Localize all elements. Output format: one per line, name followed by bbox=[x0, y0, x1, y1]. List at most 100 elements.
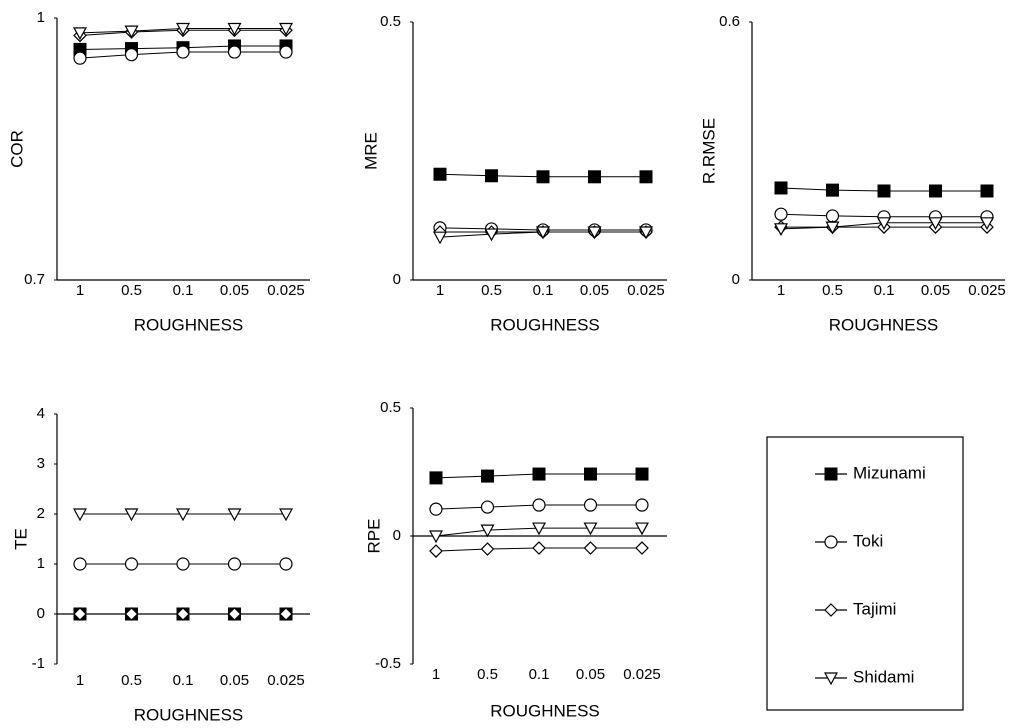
x-tick-label: 0.5 bbox=[121, 282, 142, 299]
marker-triangle bbox=[124, 508, 139, 522]
marker-triangle bbox=[535, 226, 551, 240]
marker-circle bbox=[532, 498, 546, 512]
marker-triangle bbox=[175, 22, 191, 36]
y-axis-title: MRE bbox=[361, 132, 380, 170]
marker-circle bbox=[635, 498, 649, 512]
marker-triangle bbox=[278, 22, 294, 36]
x-tick-label: 1 bbox=[432, 666, 440, 683]
y-tick-label: 0.6 bbox=[719, 13, 740, 30]
y-tick-label: 2 bbox=[37, 505, 45, 522]
x-tick-label: 0.5 bbox=[477, 666, 498, 683]
marker-circle bbox=[279, 45, 293, 59]
marker-square bbox=[639, 170, 653, 184]
y-tick-label: 0.5 bbox=[380, 399, 401, 416]
legend-marker bbox=[824, 535, 838, 549]
x-tick-label: 0.025 bbox=[267, 672, 305, 689]
marker-circle bbox=[124, 557, 139, 571]
marker-triangle bbox=[587, 226, 602, 240]
marker-triangle bbox=[480, 524, 495, 538]
legend-label: Shidami bbox=[853, 667, 914, 686]
marker-triangle bbox=[531, 522, 547, 536]
marker-triangle bbox=[175, 508, 191, 522]
marker-square bbox=[980, 184, 994, 198]
y-tick-label: 0 bbox=[732, 271, 740, 288]
marker-circle bbox=[73, 557, 87, 571]
marker-diamond bbox=[279, 607, 293, 621]
marker-square bbox=[485, 169, 498, 183]
legend-label: Tajimi bbox=[853, 599, 896, 618]
marker-circle bbox=[73, 51, 87, 65]
marker-square bbox=[635, 467, 649, 481]
marker-circle bbox=[124, 48, 139, 62]
marker-square bbox=[532, 467, 546, 481]
marker-triangle bbox=[825, 221, 840, 235]
x-tick-label: 0.025 bbox=[267, 282, 305, 299]
marker-triangle bbox=[432, 231, 448, 245]
x-tick-label: 0.025 bbox=[623, 666, 661, 683]
marker-triangle bbox=[928, 217, 943, 231]
y-tick-label: -0.5 bbox=[375, 655, 401, 672]
marker-circle bbox=[774, 207, 788, 221]
marker-triangle bbox=[227, 508, 242, 522]
marker-square bbox=[433, 167, 447, 181]
x-axis-title: ROUGHNESS bbox=[490, 315, 600, 334]
x-tick-label: 0.05 bbox=[576, 666, 605, 683]
marker-diamond bbox=[124, 607, 139, 621]
y-tick-label: 0 bbox=[37, 605, 45, 622]
x-axis-title: ROUGHNESS bbox=[829, 315, 939, 334]
x-tick-label: 0.1 bbox=[533, 282, 554, 299]
x-tick-label: 0.1 bbox=[874, 282, 895, 299]
marker-square bbox=[481, 469, 494, 483]
y-axis-title: RPE bbox=[364, 519, 383, 554]
y-tick-label: 1 bbox=[37, 555, 45, 572]
marker-triangle bbox=[876, 217, 892, 231]
marker-triangle bbox=[428, 530, 444, 544]
marker-square bbox=[584, 467, 597, 481]
legend-box bbox=[766, 436, 964, 711]
marker-triangle bbox=[484, 228, 499, 242]
marker-triangle bbox=[278, 508, 294, 522]
marker-triangle bbox=[72, 508, 88, 522]
y-axis-title: R.RMSE bbox=[699, 118, 718, 184]
marker-diamond bbox=[532, 541, 546, 555]
marker-circle bbox=[825, 209, 840, 223]
marker-triangle bbox=[583, 522, 598, 536]
y-tick-label: 0.7 bbox=[24, 271, 45, 288]
x-tick-label: 0.5 bbox=[481, 282, 502, 299]
marker-circle bbox=[583, 498, 598, 512]
marker-circle bbox=[176, 45, 190, 59]
marker-diamond bbox=[429, 544, 443, 558]
marker-square bbox=[588, 170, 601, 184]
y-tick-label: 0 bbox=[393, 527, 401, 544]
y-tick-label: 0 bbox=[393, 271, 401, 288]
legend-label: Toki bbox=[853, 531, 883, 550]
marker-triangle bbox=[124, 25, 139, 39]
x-tick-label: 1 bbox=[76, 282, 84, 299]
marker-triangle bbox=[227, 22, 242, 36]
x-tick-label: 0.05 bbox=[220, 282, 249, 299]
marker-circle bbox=[176, 557, 190, 571]
marker-diamond bbox=[583, 541, 598, 555]
marker-triangle bbox=[638, 226, 654, 240]
marker-square bbox=[929, 184, 942, 198]
marker-square bbox=[774, 181, 788, 195]
x-axis-title: ROUGHNESS bbox=[134, 315, 244, 334]
marker-circle bbox=[429, 502, 443, 516]
x-axis-title: ROUGHNESS bbox=[490, 701, 600, 720]
x-tick-label: 0.5 bbox=[822, 282, 843, 299]
marker-triangle bbox=[72, 27, 88, 41]
x-tick-label: 0.025 bbox=[968, 282, 1006, 299]
marker-diamond bbox=[73, 607, 87, 621]
x-tick-label: 1 bbox=[436, 282, 444, 299]
marker-circle bbox=[227, 45, 242, 59]
marker-triangle bbox=[979, 217, 995, 231]
x-tick-label: 0.05 bbox=[220, 672, 249, 689]
y-axis-title: TE bbox=[11, 528, 30, 550]
x-tick-label: 0.1 bbox=[173, 672, 194, 689]
x-axis-title: ROUGHNESS bbox=[134, 705, 244, 724]
marker-diamond bbox=[480, 542, 495, 556]
legend-marker bbox=[823, 672, 839, 686]
x-tick-label: 0.05 bbox=[921, 282, 950, 299]
y-tick-label: 4 bbox=[37, 405, 45, 422]
